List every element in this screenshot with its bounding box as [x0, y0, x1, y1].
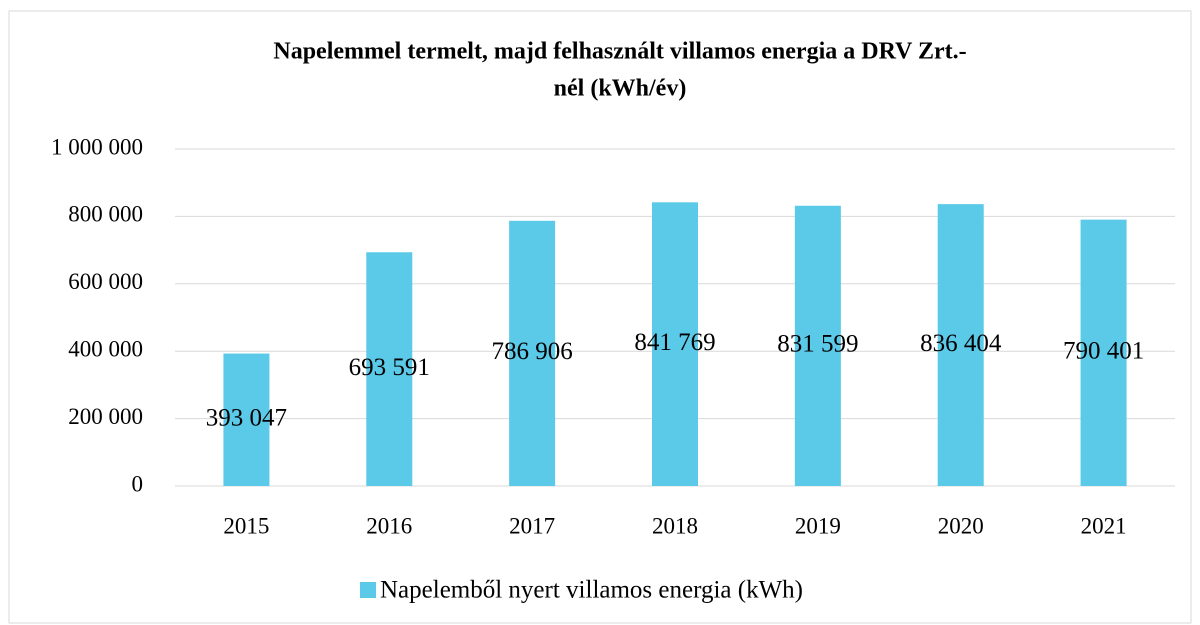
- legend-label: Napelemből nyert villamos energia (kWh): [380, 577, 803, 604]
- bar: [1080, 219, 1127, 486]
- bar: [937, 204, 984, 487]
- value-label: 831 599: [777, 331, 858, 358]
- x-tick-label: 2016: [366, 513, 412, 538]
- value-label: 841 769: [634, 329, 715, 356]
- y-tick-label: 200 000: [68, 404, 143, 429]
- x-tick-label: 2015: [223, 513, 269, 538]
- bar: [794, 205, 841, 486]
- bar: [509, 220, 556, 486]
- bar: [366, 252, 413, 486]
- chart-title: Napelemmel termelt, majd felhasznált vil…: [273, 39, 966, 65]
- y-tick-label: 600 000: [68, 269, 143, 294]
- y-tick-label: 400 000: [68, 336, 143, 361]
- bar: [652, 202, 698, 486]
- value-label: 790 401: [1063, 338, 1144, 365]
- value-label: 393 047: [206, 405, 287, 432]
- legend-swatch: [360, 582, 376, 598]
- chart-frame: [8, 10, 1192, 624]
- y-tick-label: 800 000: [68, 202, 143, 227]
- chart-title: nél (kWh/év): [554, 76, 687, 102]
- x-tick-label: 2020: [938, 513, 984, 538]
- value-label: 786 906: [492, 338, 573, 365]
- value-label: 693 591: [349, 354, 430, 381]
- x-tick-label: 2021: [1081, 513, 1127, 538]
- y-tick-label: 1 000 000: [51, 134, 143, 159]
- value-label: 836 404: [920, 330, 1002, 357]
- x-tick-label: 2017: [509, 513, 555, 538]
- x-tick-label: 2018: [652, 513, 698, 538]
- y-tick-label: 0: [132, 471, 144, 496]
- x-tick-label: 2019: [795, 513, 841, 538]
- bar: [223, 353, 270, 486]
